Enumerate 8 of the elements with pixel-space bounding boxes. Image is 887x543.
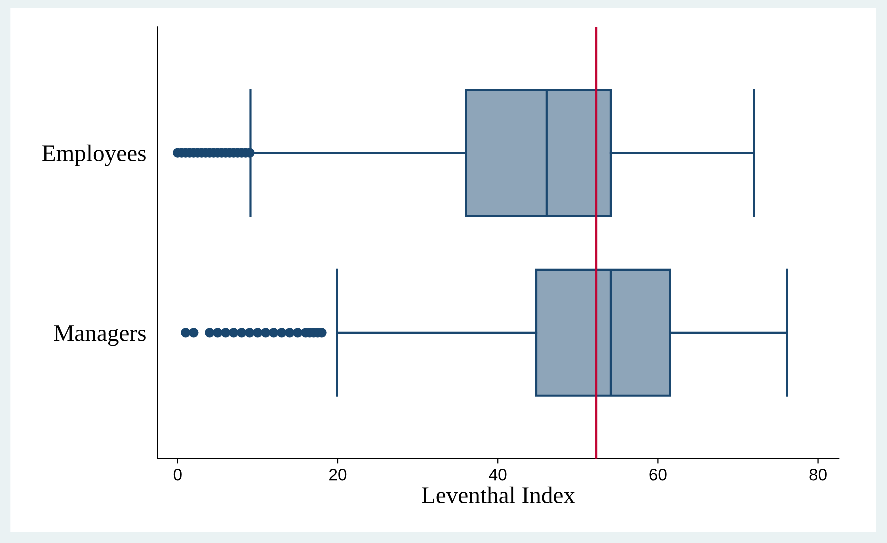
y-tick-label: Employees — [42, 144, 146, 166]
y-tick-label: Managers — [54, 326, 146, 346]
x-tick-label: 0 — [174, 468, 182, 481]
x-axis-title: Leventhal Index — [422, 486, 576, 504]
x-tick-label: 40 — [489, 468, 507, 481]
x-tick-label: 20 — [330, 468, 347, 481]
x-tick-label: 60 — [650, 468, 667, 481]
x-tick-label: 80 — [810, 468, 827, 481]
